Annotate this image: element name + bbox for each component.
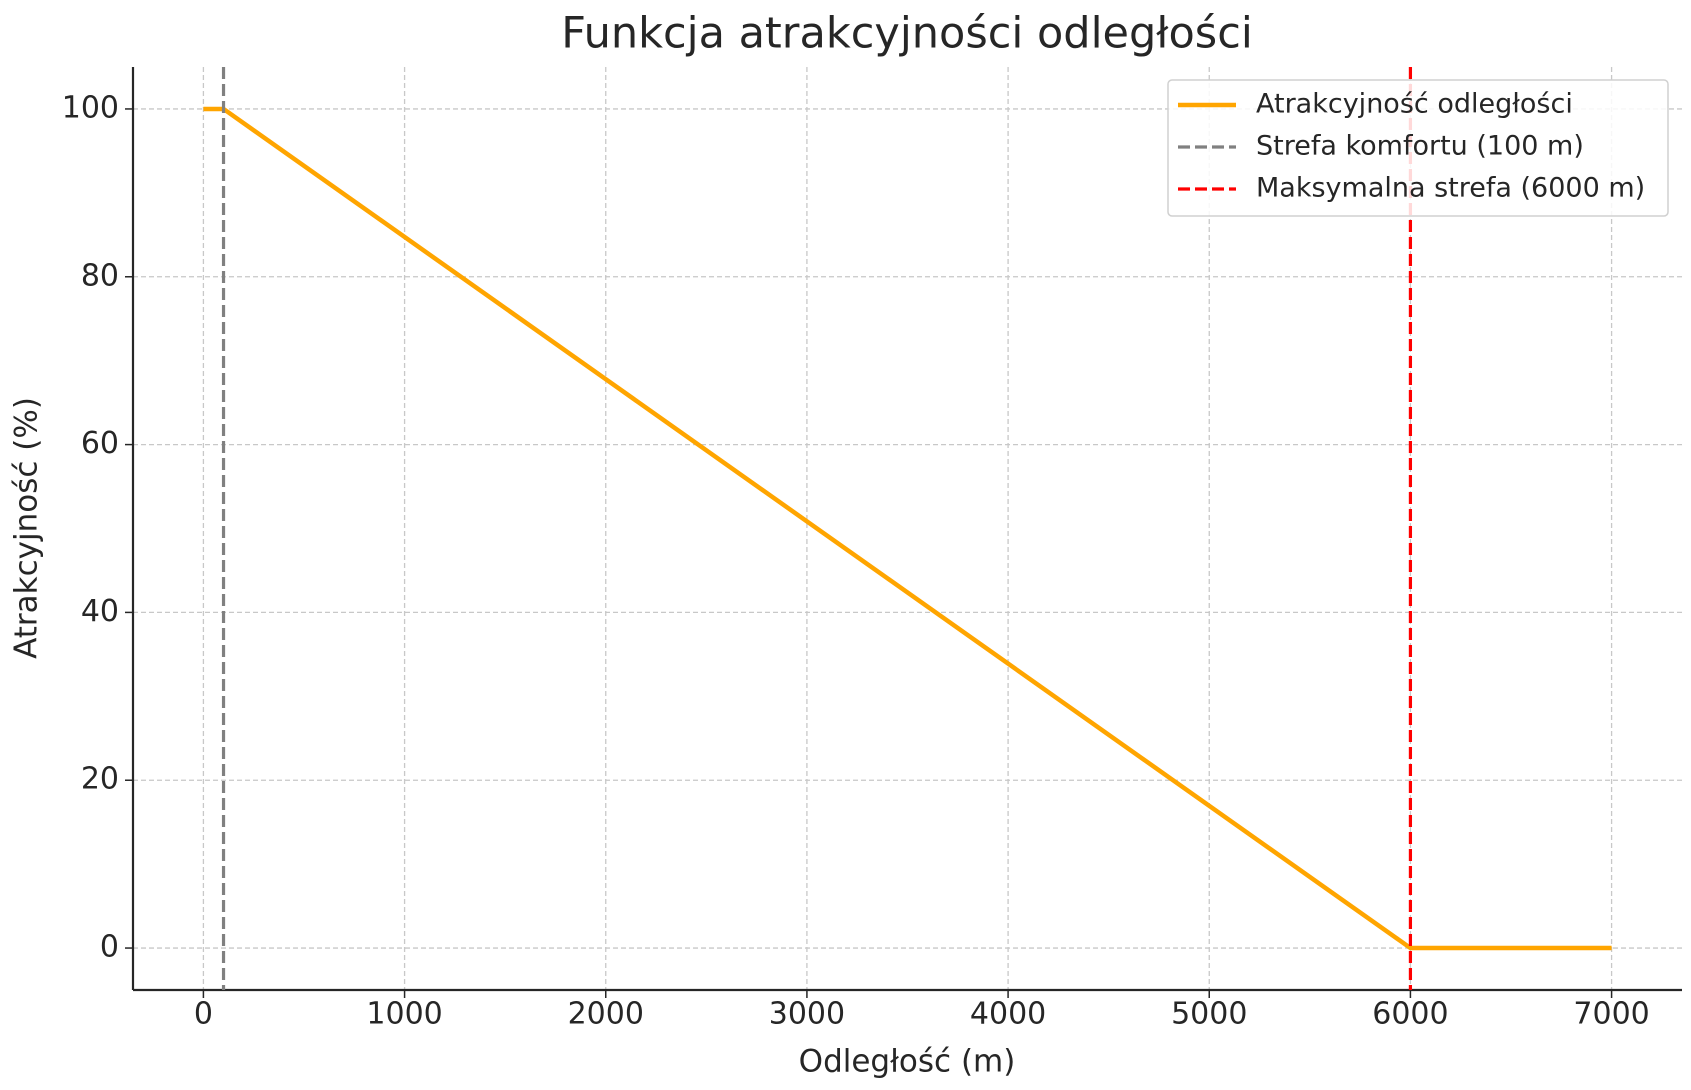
x-tick-label: 4000 <box>970 997 1046 1032</box>
data-line <box>203 106 1612 951</box>
legend-box <box>1167 79 1669 217</box>
y-tick-label: 40 <box>81 594 119 629</box>
y-tick-label: 100 <box>62 90 119 125</box>
y-tick-label: 0 <box>100 930 119 965</box>
y-tick-label: 20 <box>81 762 119 797</box>
chart-title: Funkcja atrakcyjności odległości <box>561 9 1253 59</box>
y-tick-label: 80 <box>81 258 119 293</box>
x-tick-label: 2000 <box>568 997 644 1032</box>
y-axis-label: Atrakcyjność (%) <box>9 397 45 659</box>
legend-label: Strefa komfortu (100 m) <box>1256 131 1584 162</box>
x-tick-label: 3000 <box>769 997 845 1032</box>
x-tick-label: 0 <box>194 997 213 1032</box>
legend-label: Atrakcyjność odległości <box>1256 89 1573 120</box>
x-tick-label: 7000 <box>1573 997 1649 1032</box>
x-axis-label: Odległość (m) <box>799 1044 1016 1080</box>
x-tick-label: 5000 <box>1171 997 1247 1032</box>
legend-label: Maksymalna strefa (6000 m) <box>1256 173 1645 204</box>
x-tick-label: 1000 <box>366 997 442 1032</box>
x-tick-label: 6000 <box>1372 997 1448 1032</box>
y-tick-label: 60 <box>81 426 119 461</box>
